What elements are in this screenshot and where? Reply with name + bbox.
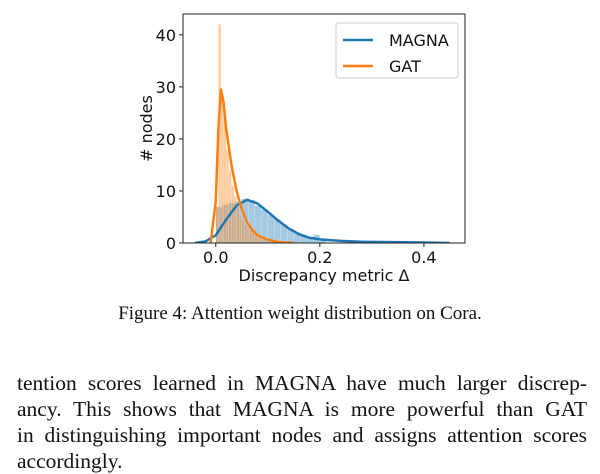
y-axis-label: # nodes — [137, 95, 156, 162]
histogram-bar-gat — [244, 224, 248, 244]
y-tick-label: 0 — [166, 234, 176, 253]
histogram-bar-gat — [228, 169, 232, 244]
paragraph-line: tention scores learned in MAGNA have muc… — [17, 371, 587, 395]
histogram-bar-gat — [238, 214, 243, 244]
histogram-bar-gat — [215, 206, 219, 244]
histogram-bar-magna — [267, 214, 275, 244]
paragraph-line: accordingly. — [17, 449, 123, 473]
histogram-bar-gat — [257, 236, 261, 244]
figure-caption: Figure 4: Attention weight distribution … — [118, 303, 482, 324]
histogram-bar-gat — [249, 229, 253, 244]
x-tick-label: 0.4 — [411, 248, 436, 267]
legend-label-magna: MAGNA — [389, 31, 449, 50]
y-tick-label: 40 — [156, 26, 176, 45]
histogram-bar-gat — [233, 195, 237, 244]
kde-line-magna — [194, 198, 450, 243]
paragraph-line: in distinguishing important nodes and as… — [17, 423, 587, 447]
x-tick-label: 0.0 — [203, 248, 228, 267]
x-axis-label: Discrepancy metric Δ — [239, 266, 410, 285]
histogram-bar-gat — [246, 227, 250, 244]
histogram-bar-gat — [241, 219, 245, 244]
y-tick-label: 10 — [156, 182, 176, 201]
histogram-bar-gat — [236, 206, 240, 244]
attention-distribution-chart: 0.0 0.2 0.4 0 10 20 30 40 Discrepancy metric Δ # … — [137, 13, 466, 285]
kde-line-gat — [209, 88, 294, 243]
x-tick-label: 0.2 — [307, 248, 332, 267]
histogram-bar-gat — [251, 232, 256, 244]
plot-frame — [182, 13, 466, 244]
histogram-bar-gat — [225, 149, 230, 244]
y-tick-label: 20 — [156, 130, 176, 149]
body-paragraph: tention scores learned in MAGNA have muc… — [17, 370, 587, 474]
histogram-bar-gat — [220, 97, 224, 244]
paragraph-line: ancy. This shows that MAGNA is more powe… — [17, 397, 587, 421]
legend-label-gat: GAT — [389, 57, 421, 76]
legend-box — [335, 22, 459, 79]
histogram-bar-gat — [231, 185, 235, 244]
y-tick-label: 30 — [156, 78, 176, 97]
